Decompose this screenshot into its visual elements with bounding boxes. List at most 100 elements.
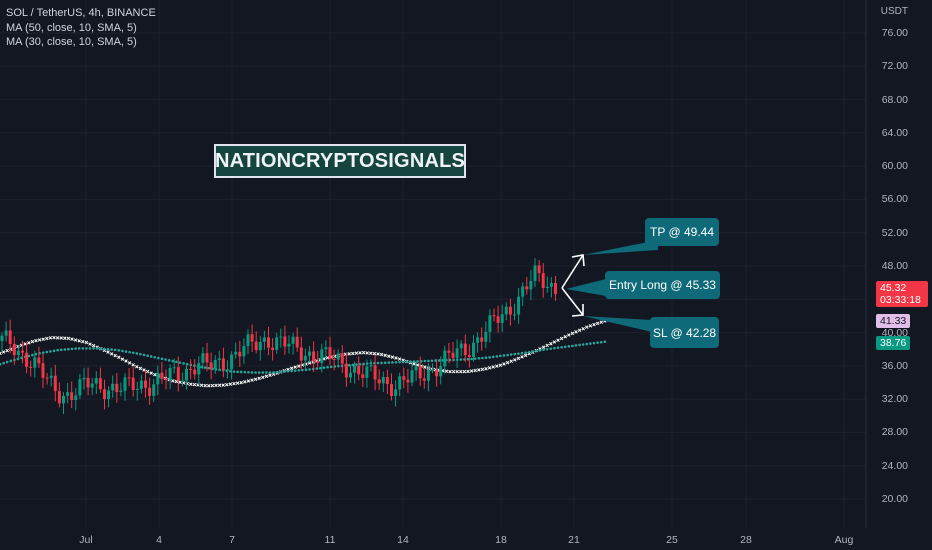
candle-body: [394, 389, 398, 397]
ma-30-point: [553, 346, 556, 350]
price-axis[interactable]: USDT 76.00 72.00 68.00 64.00 60.00 56.00 52.00…: [866, 0, 932, 528]
candle-body: [361, 374, 365, 378]
ma-30-point: [142, 353, 146, 357]
candle-body: [459, 343, 463, 349]
arrow-sl-head: [571, 304, 584, 317]
price-tick: 52.00: [881, 226, 908, 239]
ma-30-point: [401, 360, 405, 364]
candle-body: [549, 283, 553, 287]
ma-50-point: [599, 320, 603, 324]
ma-50-point: [390, 355, 395, 359]
date-axis[interactable]: Jul 4 7 11 14 18 21 25 28 Aug: [0, 528, 866, 550]
ma-50-point: [221, 383, 225, 387]
price-tick: 28.00: [881, 426, 908, 439]
ma-50-point: [387, 354, 391, 359]
ma-30-point: [524, 351, 527, 355]
candle-body: [513, 314, 516, 316]
ma-50-point: [30, 339, 35, 344]
candle-body: [312, 351, 316, 362]
ma-50-point: [415, 363, 420, 367]
ma-50-point: [34, 338, 38, 343]
ma-30-point: [275, 370, 279, 374]
candle-body: [267, 337, 270, 348]
candle-body: [209, 362, 213, 370]
sl-callout[interactable]: SL @ 42.28: [650, 317, 719, 348]
price-tick: 36.00: [881, 359, 908, 372]
ma-30-point: [585, 342, 589, 346]
ma-50-point: [1, 350, 6, 354]
ma-30-point: [502, 354, 506, 357]
ma-30-point: [239, 370, 243, 374]
candle-body: [402, 376, 406, 380]
ma-30-point: [319, 366, 322, 370]
candle-body: [172, 367, 176, 369]
candle-body: [385, 377, 389, 385]
date-tick: Aug: [834, 534, 854, 546]
entry-callout[interactable]: Entry Long @ 45.33: [605, 271, 720, 299]
candle-body: [115, 383, 119, 393]
candle-body: [242, 346, 246, 357]
ma-50-point: [27, 341, 31, 345]
candle-body: [517, 296, 521, 315]
ma-50-point: [63, 336, 67, 340]
ma-50-point: [397, 357, 402, 361]
ma-50-legend[interactable]: MA (50, close, 10, SMA, 5): [6, 21, 137, 34]
ma-30-point: [473, 357, 477, 360]
ma-30-point: [603, 340, 607, 344]
candle-body: [295, 336, 299, 348]
ma-30-point: [506, 353, 509, 357]
candle-body: [201, 353, 205, 363]
candle-countdown: 03:33:18: [880, 294, 921, 306]
candle-body: [139, 380, 143, 389]
ma-50-point: [261, 375, 265, 380]
price-tick: 56.00: [881, 193, 908, 206]
ma-50-point: [545, 343, 549, 348]
ma-30-point: [229, 369, 232, 373]
ma-30-point: [520, 351, 524, 355]
ma-50-point: [581, 326, 585, 331]
ma-30-point: [2, 361, 5, 365]
ma-50-point: [509, 359, 513, 363]
ma-30-point: [99, 347, 103, 350]
ma-30-point: [117, 349, 121, 352]
ma-30-point: [527, 350, 531, 354]
ma-30-point: [535, 349, 538, 353]
tp-callout[interactable]: TP @ 49.44: [645, 218, 719, 246]
candle-body: [406, 379, 410, 383]
ma-50-point: [91, 343, 96, 348]
ma-30-point: [124, 350, 128, 353]
candle-body: [189, 368, 193, 370]
candle-body: [349, 372, 352, 378]
ma-50-point: [268, 373, 272, 377]
ma-30-legend[interactable]: MA (30, close, 10, SMA, 5): [6, 36, 137, 48]
candle-body: [0, 335, 4, 341]
ma-50-point: [217, 383, 222, 387]
candle-body: [463, 343, 467, 356]
ma-50-point: [37, 338, 42, 342]
candle-body: [426, 369, 430, 381]
date-tick: 21: [568, 534, 580, 546]
date-tick: 4: [156, 534, 162, 546]
candle-body: [504, 306, 508, 315]
ma-50-point: [369, 351, 373, 356]
candle-body: [299, 347, 303, 361]
ma-50-point: [84, 340, 89, 345]
candles: [0, 258, 557, 414]
ma-50-point: [379, 352, 384, 357]
ma-50-point: [516, 356, 521, 361]
candle-body: [373, 365, 377, 380]
ma-50-point: [225, 382, 229, 387]
candle-body: [49, 375, 53, 378]
ma-50-point: [70, 337, 74, 341]
candle-body: [418, 366, 422, 379]
ma-30-point: [254, 371, 257, 374]
ma-50-point: [145, 369, 150, 374]
ma-30-point: [135, 352, 139, 355]
last-price: 45.32: [880, 282, 907, 294]
candle-body: [508, 306, 512, 315]
ma-30-point: [416, 360, 419, 363]
ma-50-point: [228, 382, 233, 386]
symbol-title[interactable]: SOL / TetherUS, 4h, BINANCE: [6, 7, 156, 19]
price-tick: 60.00: [881, 160, 908, 173]
